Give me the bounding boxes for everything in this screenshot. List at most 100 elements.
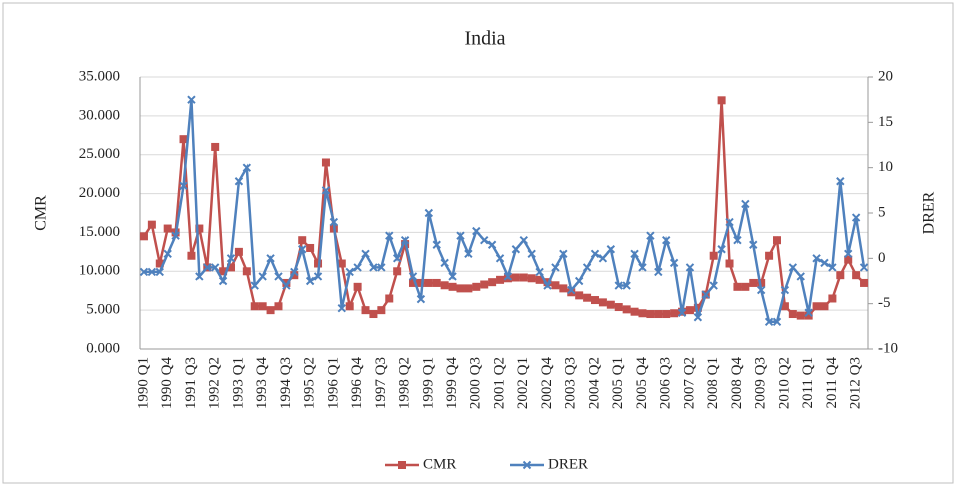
marker: [488, 278, 497, 287]
marker: [693, 303, 702, 312]
x-tick-label: 1996 Q4: [349, 357, 365, 410]
marker: [345, 267, 354, 277]
marker: [369, 263, 378, 272]
marker: [543, 281, 552, 290]
x-tick-label: 1992 Q2: [207, 357, 223, 409]
marker: [392, 254, 402, 263]
marker: [551, 263, 560, 272]
marker: [559, 249, 568, 259]
marker: [219, 267, 228, 276]
x-tick-label: 2012 Q3: [848, 357, 864, 409]
marker: [583, 293, 592, 302]
marker: [227, 263, 235, 272]
marker: [646, 310, 655, 319]
marker: [385, 294, 394, 303]
marker: [812, 302, 821, 311]
x-tick-label: 2002 Q1: [515, 357, 531, 409]
marker: [535, 275, 544, 284]
x-tick-label: 1995 Q2: [302, 357, 318, 409]
marker: [677, 308, 687, 317]
chart-title: India: [464, 28, 505, 50]
marker: [646, 231, 655, 240]
x-tick-label: 1994 Q3: [278, 357, 294, 409]
y-tick-label: 35.000: [79, 68, 120, 84]
marker: [511, 245, 521, 254]
marker: [203, 263, 212, 272]
marker: [313, 272, 323, 281]
x-tick-label: 1997 Q3: [373, 357, 389, 409]
y2-tick-label: -10: [878, 340, 898, 356]
marker: [749, 240, 758, 249]
marker: [796, 311, 805, 320]
marker: [337, 259, 346, 268]
marker: [195, 224, 204, 233]
marker: [369, 310, 378, 319]
marker: [804, 311, 813, 320]
marker: [155, 259, 164, 268]
x-tick-label: 2011 Q4: [824, 357, 840, 409]
marker: [139, 267, 149, 277]
y2-tick-label: 15: [878, 114, 893, 130]
marker: [669, 258, 679, 268]
x-tick-label: 1999 Q1: [420, 357, 436, 409]
marker: [179, 181, 188, 191]
marker: [773, 236, 781, 245]
y2-tick-label: 5: [878, 204, 886, 220]
marker: [424, 208, 434, 218]
marker: [487, 240, 497, 249]
marker: [385, 231, 394, 240]
marker: [163, 249, 172, 259]
marker: [210, 263, 220, 272]
x-tick-label: 2010 Q2: [776, 357, 792, 409]
y-tick-label: 15.000: [79, 224, 120, 240]
marker: [701, 290, 710, 299]
marker: [527, 274, 536, 283]
marker: [409, 278, 417, 287]
marker: [741, 199, 750, 209]
y-tick-label: 30.000: [79, 107, 120, 123]
x-tick-label: 2005 Q4: [634, 357, 650, 410]
marker: [511, 273, 520, 282]
marker: [242, 267, 251, 276]
marker: [859, 263, 869, 272]
marker: [788, 263, 798, 272]
marker: [345, 302, 354, 311]
marker: [432, 240, 441, 249]
marker: [606, 245, 616, 254]
marker: [305, 276, 315, 286]
marker: [361, 306, 370, 315]
marker: [836, 177, 845, 186]
marker: [416, 278, 425, 287]
x-tick-label: 2006 Q3: [658, 357, 674, 409]
marker: [812, 254, 821, 263]
x-tick-label: 1996 Q1: [325, 357, 341, 409]
marker: [282, 281, 291, 290]
marker: [717, 96, 726, 105]
marker: [685, 306, 694, 315]
marker: [622, 281, 631, 290]
marker: [749, 278, 758, 287]
marker: [353, 282, 362, 291]
marker: [772, 317, 782, 327]
marker: [290, 267, 299, 277]
marker: [733, 282, 742, 291]
marker: [860, 278, 869, 287]
marker: [756, 285, 766, 295]
marker: [828, 263, 837, 272]
x-tick-label: 2003 Q3: [563, 357, 579, 409]
marker: [503, 272, 513, 281]
marker: [218, 276, 228, 286]
x-tick-label: 1993 Q4: [254, 357, 270, 410]
marker: [472, 226, 481, 236]
marker: [567, 288, 576, 297]
y-axis-label: CMR: [33, 195, 50, 231]
marker: [274, 272, 283, 281]
marker: [495, 254, 505, 263]
marker: [820, 258, 829, 268]
marker: [852, 271, 861, 280]
marker: [416, 294, 426, 304]
marker: [398, 461, 406, 469]
y2-axis-label: DRER: [921, 191, 938, 234]
marker: [424, 278, 433, 287]
x-tick-label: 1998 Q2: [397, 357, 413, 409]
